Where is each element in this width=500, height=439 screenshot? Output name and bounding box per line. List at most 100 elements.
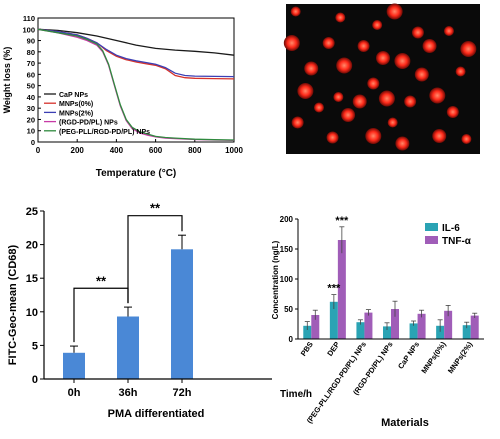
cell-spot	[376, 51, 390, 65]
cell-spot	[326, 131, 339, 144]
cell-spot	[411, 26, 424, 39]
cell-spot	[335, 12, 346, 23]
cyto-significance-label: ***	[327, 283, 341, 295]
cyto-bar	[417, 313, 426, 339]
cyto-xlabel: Materials	[381, 417, 429, 429]
fluorescence-micrograph	[283, 3, 480, 154]
tga-legend-label: CaP NPs	[59, 92, 88, 99]
cyto-bar	[409, 323, 418, 339]
cyto-xtick-label: MNPs(2%)	[446, 340, 475, 376]
cyto-xtick-label: MNPs(0%)	[419, 340, 448, 376]
tga-ytick-label: 40	[27, 93, 35, 102]
tga-series-line	[37, 28, 235, 56]
tga-xtick-label: 0	[36, 146, 41, 155]
tga-ytick-label: 90	[27, 37, 35, 46]
cyto-legend: IL-6 TNF-α	[425, 223, 472, 247]
tga-xtick-label: 1000	[225, 146, 243, 155]
cell-spot	[378, 90, 395, 107]
tga-ytick-label: 0	[31, 138, 35, 147]
cyto-ytick-label: 0	[289, 335, 294, 344]
cd68-bar	[63, 352, 85, 379]
cd68-xtick-label: 36h	[119, 387, 138, 399]
cyto-bar	[329, 301, 338, 339]
tga-xtick-label: 800	[188, 146, 202, 155]
cell-spot	[352, 94, 367, 109]
cell-spot	[443, 26, 454, 36]
tga-xtick-label: 200	[71, 146, 85, 155]
cell-spot	[341, 108, 356, 122]
tga-xtick-label: 600	[149, 146, 163, 155]
cell-spot	[429, 87, 446, 104]
cell-spot	[313, 102, 324, 113]
cd68-ytick-label: 10	[26, 307, 38, 319]
cd68-bar-chart: ** ** 0 5 10 15 20 25 0h 36h 72h FITC-Geo-mean (C…	[7, 201, 312, 420]
tga-ylabel: Weight loss (%)	[2, 47, 12, 114]
cd68-significance-bracket	[127, 215, 183, 304]
cyto-xtick-label: CaP NPs	[396, 340, 421, 371]
cell-spot	[432, 129, 447, 143]
cyto-bar	[391, 309, 399, 339]
cd68-ylabel: FITC-Geo-mean (CD68)	[7, 244, 19, 365]
cyto-legend-swatch	[425, 236, 438, 244]
cell-spot	[304, 61, 319, 76]
cell-spot	[322, 37, 335, 49]
cell-spot	[460, 41, 477, 57]
tga-ytick-label: 80	[27, 48, 35, 57]
tga-series-line	[37, 28, 235, 141]
cell-spot	[386, 3, 403, 20]
cd68-bar	[117, 316, 139, 379]
tga-series-line	[37, 28, 235, 80]
cd68-xtick-label: 0h	[68, 387, 81, 399]
tga-ytick-label: 10	[27, 127, 35, 136]
tga-ytick-label: 20	[27, 115, 35, 124]
cyto-legend-label: TNF-α	[442, 236, 472, 247]
cyto-bar	[311, 315, 320, 339]
cyto-bar	[462, 325, 471, 339]
cyto-ytick-label: 100	[280, 275, 294, 284]
tga-ytick-label: 30	[27, 104, 35, 113]
tga-ytick-label: 110	[23, 14, 35, 23]
cyto-bar	[470, 315, 479, 339]
tga-ytick-label: 70	[27, 59, 35, 68]
cyto-bar	[364, 312, 373, 339]
tga-ytick-label: 100	[22, 25, 35, 34]
cell-spot	[395, 136, 410, 151]
cyto-bar	[303, 325, 312, 339]
cd68-ytick-label: 25	[26, 206, 38, 218]
cell-spot	[291, 116, 304, 129]
cyto-ylabel: Concentration (ng/L)	[271, 240, 280, 319]
tga-series-line	[37, 28, 235, 78]
cd68-ytick-label: 15	[26, 273, 38, 285]
cell-spot	[394, 53, 411, 69]
cyto-bar	[356, 322, 365, 339]
tga-xlabel: Temperature (°C)	[96, 168, 177, 179]
tga-ytick-label: 50	[27, 82, 35, 91]
cd68-ytick-label: 20	[26, 240, 38, 252]
cyto-bar	[337, 240, 346, 339]
tga-legend-label: (RGD-PD/PL) NPs	[59, 120, 118, 127]
cyto-ytick-label: 200	[280, 215, 294, 224]
cell-spot	[422, 39, 437, 53]
cell-spot	[365, 128, 382, 144]
cyto-legend-swatch	[425, 223, 438, 231]
cd68-ytick-label: 0	[32, 374, 38, 386]
cell-spot	[333, 92, 344, 102]
cell-spot	[372, 20, 383, 30]
cell-spot	[336, 57, 353, 74]
cd68-xtick-label: 72h	[173, 387, 192, 399]
cyto-ytick-label: 50	[284, 305, 293, 314]
cyto-bar	[444, 310, 453, 339]
cell-spot	[290, 6, 301, 17]
cell-spot	[461, 134, 472, 144]
tga-chart: 0 200 400 600 800 1000 0 10 20 30 40 50 60 70 80 90 100 1…	[2, 14, 243, 179]
cd68-significance-label: **	[150, 201, 161, 216]
cd68-unit-label: Time/h	[280, 389, 312, 400]
tga-legend-label: MNPs(2%)	[59, 110, 93, 117]
cell-spot	[455, 66, 466, 77]
cell-spot	[357, 40, 370, 52]
cell-spot	[283, 35, 300, 51]
tga-legend: CaP NPs MNPs(0%) MNPs(2%) (RGD-PD/PL) NPs (P…	[44, 92, 150, 136]
cell-spot	[446, 106, 459, 118]
cd68-bar	[171, 249, 193, 379]
